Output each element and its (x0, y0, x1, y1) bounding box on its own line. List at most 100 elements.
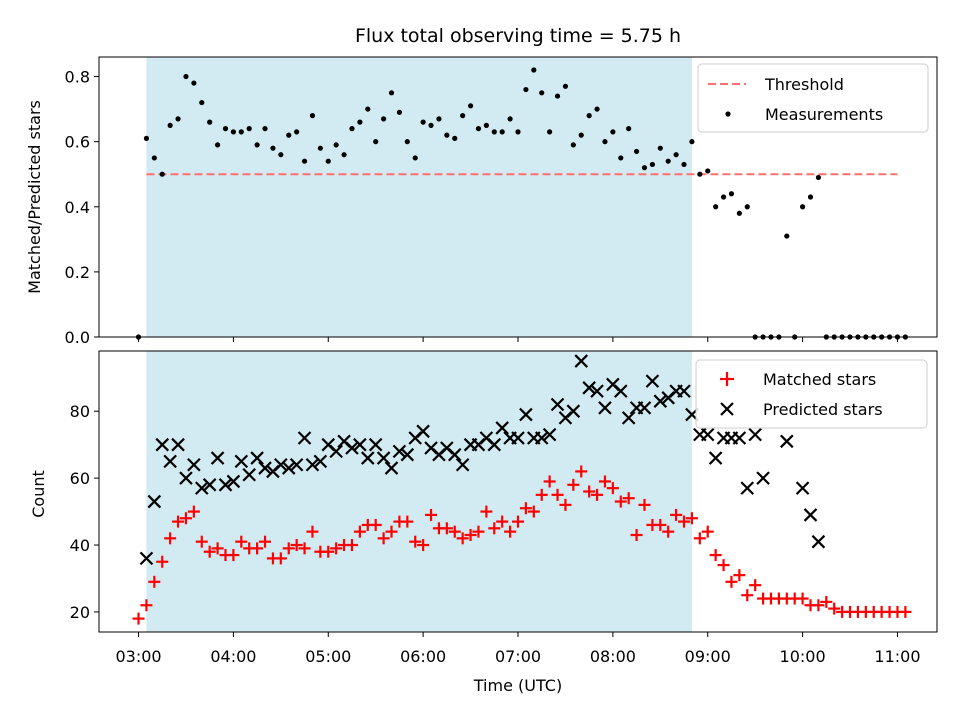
matched-star-point (512, 515, 524, 528)
legend-matched-label: Matched stars (763, 370, 876, 389)
measurement-point (681, 161, 687, 168)
measurement-point (388, 90, 395, 96)
measurement-point (665, 158, 671, 164)
measurement-point (175, 116, 181, 122)
matched-star-point (132, 612, 145, 625)
x-tick-label: 08:00 (590, 647, 636, 666)
predicted-star-point (732, 431, 747, 445)
matched-star-point (164, 532, 177, 545)
matched-star-point (251, 542, 264, 555)
matched-star-point (496, 515, 509, 528)
measurement-point (159, 171, 165, 177)
measurement-point (499, 129, 505, 135)
predicted-star-point (187, 457, 201, 472)
matched-star-point (527, 505, 540, 518)
matched-star-point (725, 575, 738, 588)
predicted-star-point (179, 471, 193, 485)
predicted-star-point (400, 447, 415, 462)
matched-star-point (179, 512, 192, 525)
predicted-star-point (202, 478, 217, 492)
matched-star-point (701, 525, 714, 538)
predicted-star-point (740, 481, 755, 495)
x-tick-label: 11:00 (874, 647, 920, 666)
measurement-point (539, 90, 545, 96)
predicted-star-point (210, 451, 225, 465)
predicted-star-point (550, 397, 565, 412)
matched-star-point (425, 508, 438, 521)
x-tick-label: 10:00 (780, 647, 826, 666)
predicted-star-point (519, 407, 533, 422)
matched-star-point (187, 505, 200, 518)
y-tick-label: 0.6 (65, 133, 90, 152)
y-tick-label: 20 (70, 603, 90, 622)
predicted-star-point (748, 427, 762, 442)
x-tick-label: 07:00 (495, 647, 541, 666)
matched-star-point (369, 518, 382, 531)
measurement-point (428, 122, 434, 128)
observing-window-shade (146, 57, 692, 337)
predicted-star-point (242, 467, 256, 482)
predicted-star-point (258, 461, 272, 475)
matched-star-point (796, 592, 809, 605)
predicted-star-point (653, 394, 668, 408)
measurement-point (365, 106, 371, 112)
x-tick-label: 04:00 (210, 647, 256, 666)
matched-star-point (488, 522, 501, 535)
measurement-point (610, 129, 616, 135)
measurement-point (270, 145, 276, 151)
predicted-star-point (598, 401, 612, 415)
matched-star-point (385, 525, 398, 538)
measurement-point (436, 116, 442, 122)
matched-star-point (717, 559, 730, 572)
matched-star-point (559, 498, 572, 511)
measurement-point (151, 155, 157, 161)
measurement-point (317, 145, 323, 151)
matched-star-point (409, 535, 422, 548)
predicted-star-point (756, 471, 770, 485)
predicted-star-point (218, 478, 233, 492)
measurement-point (507, 116, 513, 122)
matched-star-point (519, 502, 532, 515)
predicted-star-point (637, 401, 652, 415)
measurement-point (491, 129, 497, 135)
predicted-star-point (700, 427, 715, 442)
predicted-star-point (708, 451, 723, 465)
predicted-star-point (487, 437, 502, 452)
predicted-star-point (811, 534, 826, 549)
matched-star-point (828, 602, 841, 615)
measurement-point (246, 126, 252, 132)
matched-star-point (662, 525, 675, 538)
predicted-star-point (613, 384, 628, 398)
matched-star-point (543, 475, 556, 488)
ratio-y-ticks: 0.0 0.2 0.4 0.6 0.8 (65, 68, 99, 347)
matched-star-point (741, 589, 754, 602)
measurement-point (404, 139, 410, 145)
measurement-point (199, 99, 205, 106)
matched-star-point (678, 515, 691, 528)
observing-window-shade (146, 351, 692, 632)
ratio-y-axis-label: Matched/Predicted stars (25, 100, 44, 294)
matched-star-point (551, 488, 564, 501)
predicted-star-point (645, 374, 660, 388)
measurement-point (800, 204, 806, 210)
measurement-point (523, 86, 529, 93)
y-tick-label: 60 (70, 469, 90, 488)
measurement-point (784, 233, 790, 239)
measurement-point (618, 155, 624, 161)
predicted-star-point (305, 457, 320, 472)
measurement-point (294, 129, 300, 135)
measurement-point (547, 129, 553, 135)
measurement-point (143, 135, 150, 141)
ratio-marks (135, 67, 908, 340)
measurement-point (689, 139, 695, 145)
predicted-star-point (194, 481, 209, 495)
matched-star-point (899, 605, 912, 618)
measurement-point (309, 113, 316, 119)
measurement-point (381, 116, 387, 122)
matched-star-point (235, 535, 248, 548)
matched-star-point (211, 542, 224, 555)
predicted-star-point (171, 437, 185, 452)
measurement-point (562, 83, 569, 89)
measurement-point (807, 194, 814, 200)
predicted-star-point (155, 437, 170, 452)
